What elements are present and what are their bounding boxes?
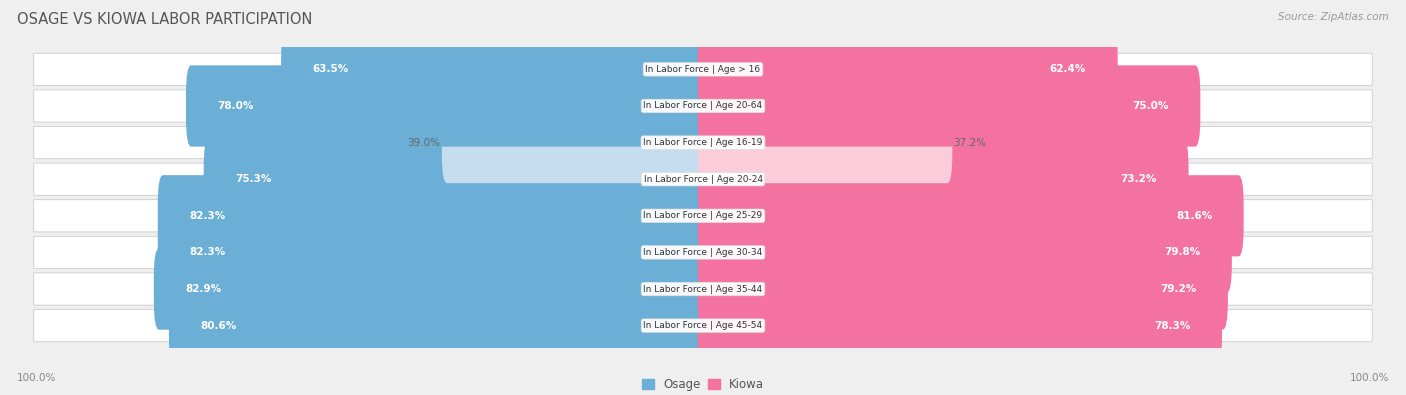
Text: Source: ZipAtlas.com: Source: ZipAtlas.com	[1278, 12, 1389, 22]
FancyBboxPatch shape	[34, 126, 1372, 159]
FancyBboxPatch shape	[281, 29, 709, 110]
FancyBboxPatch shape	[697, 175, 1244, 256]
Text: 82.3%: 82.3%	[190, 247, 225, 258]
Text: In Labor Force | Age 20-64: In Labor Force | Age 20-64	[644, 102, 762, 111]
Text: 81.6%: 81.6%	[1175, 211, 1212, 221]
FancyBboxPatch shape	[697, 139, 1188, 220]
FancyBboxPatch shape	[169, 285, 709, 366]
Text: In Labor Force | Age 16-19: In Labor Force | Age 16-19	[644, 138, 762, 147]
FancyBboxPatch shape	[441, 102, 709, 183]
FancyBboxPatch shape	[34, 53, 1372, 85]
FancyBboxPatch shape	[697, 212, 1232, 293]
Text: 37.2%: 37.2%	[953, 137, 987, 148]
FancyBboxPatch shape	[34, 273, 1372, 305]
Text: 79.8%: 79.8%	[1164, 247, 1201, 258]
Text: 100.0%: 100.0%	[1350, 373, 1389, 383]
Text: 79.2%: 79.2%	[1160, 284, 1197, 294]
Legend: Osage, Kiowa: Osage, Kiowa	[637, 373, 769, 395]
Text: 39.0%: 39.0%	[408, 137, 440, 148]
Text: 63.5%: 63.5%	[312, 64, 349, 74]
FancyBboxPatch shape	[153, 248, 709, 330]
FancyBboxPatch shape	[186, 65, 709, 147]
Text: 82.9%: 82.9%	[186, 284, 221, 294]
FancyBboxPatch shape	[697, 285, 1222, 366]
FancyBboxPatch shape	[697, 248, 1227, 330]
Text: 73.2%: 73.2%	[1121, 174, 1157, 184]
Text: In Labor Force | Age 45-54: In Labor Force | Age 45-54	[644, 321, 762, 330]
Text: In Labor Force | Age 20-24: In Labor Force | Age 20-24	[644, 175, 762, 184]
Text: 75.3%: 75.3%	[235, 174, 271, 184]
FancyBboxPatch shape	[204, 139, 709, 220]
Text: 80.6%: 80.6%	[201, 321, 236, 331]
Text: OSAGE VS KIOWA LABOR PARTICIPATION: OSAGE VS KIOWA LABOR PARTICIPATION	[17, 12, 312, 27]
Text: 75.0%: 75.0%	[1132, 101, 1168, 111]
Text: 78.3%: 78.3%	[1154, 321, 1191, 331]
FancyBboxPatch shape	[34, 90, 1372, 122]
Text: In Labor Force | Age 30-34: In Labor Force | Age 30-34	[644, 248, 762, 257]
Text: In Labor Force | Age 35-44: In Labor Force | Age 35-44	[644, 284, 762, 293]
FancyBboxPatch shape	[157, 175, 709, 256]
Text: 62.4%: 62.4%	[1050, 64, 1087, 74]
FancyBboxPatch shape	[697, 29, 1118, 110]
FancyBboxPatch shape	[697, 65, 1201, 147]
Text: 78.0%: 78.0%	[218, 101, 254, 111]
FancyBboxPatch shape	[34, 163, 1372, 195]
Text: In Labor Force | Age 25-29: In Labor Force | Age 25-29	[644, 211, 762, 220]
FancyBboxPatch shape	[697, 102, 952, 183]
FancyBboxPatch shape	[34, 200, 1372, 232]
Text: In Labor Force | Age > 16: In Labor Force | Age > 16	[645, 65, 761, 74]
FancyBboxPatch shape	[34, 310, 1372, 342]
FancyBboxPatch shape	[34, 236, 1372, 269]
Text: 82.3%: 82.3%	[190, 211, 225, 221]
FancyBboxPatch shape	[157, 212, 709, 293]
Text: 100.0%: 100.0%	[17, 373, 56, 383]
